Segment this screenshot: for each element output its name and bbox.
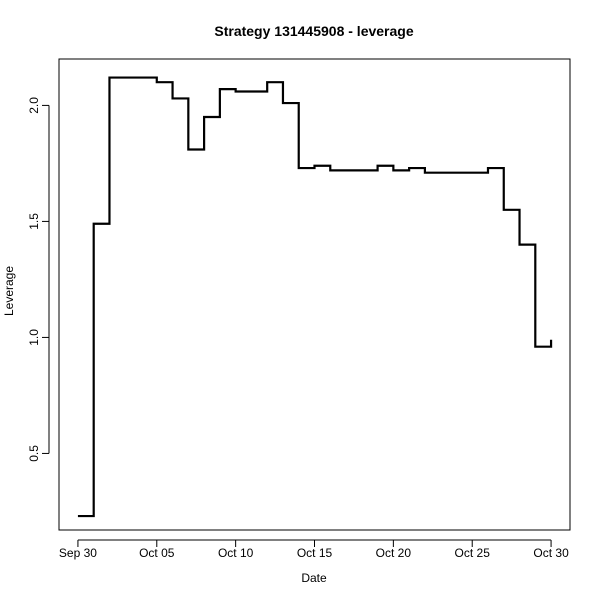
series-layer (77, 76, 553, 518)
y-axis-label: Leverage (2, 266, 16, 316)
x-tick-label: Sep 30 (59, 546, 97, 560)
x-tick-label: Oct 25 (455, 546, 491, 560)
y-tick-label: 2.0 (27, 97, 41, 114)
series-line (77, 76, 553, 518)
x-tick-label: Oct 30 (533, 546, 569, 560)
chart-title: Strategy 131445908 - leverage (214, 23, 413, 39)
y-tick-label: 1.0 (27, 329, 41, 346)
x-tick-label: Oct 10 (218, 546, 254, 560)
x-axis: Sep 30 Oct 05 Oct 10 Oct 15 Oct 20 Oct 25 Oct … (59, 539, 569, 560)
y-axis: 0.5 1.0 1.5 2.0 (27, 97, 50, 462)
x-tick-label: Oct 20 (376, 546, 412, 560)
x-tick-label: Oct 05 (139, 546, 175, 560)
x-axis-label: Date (301, 571, 327, 585)
plot-area-box (58, 58, 571, 531)
x-tick-label: Oct 15 (297, 546, 333, 560)
y-tick-label: 0.5 (27, 445, 41, 462)
y-tick-label: 1.5 (27, 213, 41, 230)
